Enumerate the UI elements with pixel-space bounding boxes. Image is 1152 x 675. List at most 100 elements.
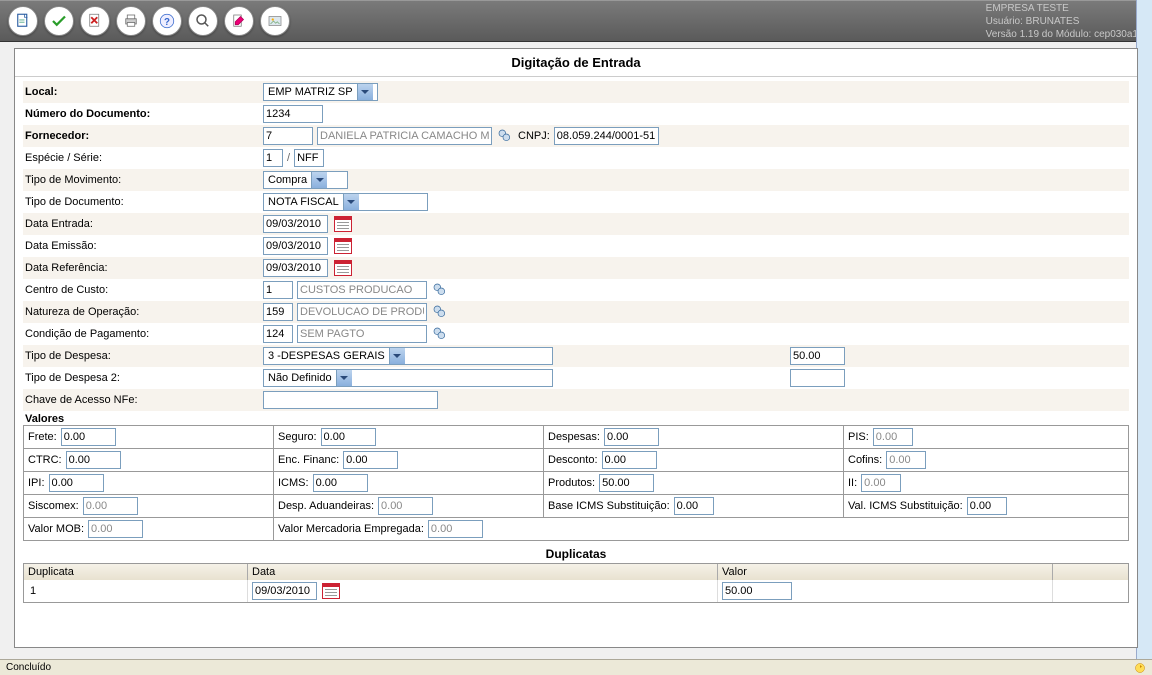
centro-custo-code-input[interactable] <box>263 281 293 299</box>
label-fornecedor: Fornecedor: <box>23 130 263 142</box>
tipo-desp-select[interactable]: 3 -DESPESAS GERAIS <box>263 347 553 365</box>
produtos-input[interactable] <box>599 474 654 492</box>
label-icms: ICMS: <box>278 477 309 489</box>
duplicatas-table: Duplicata Data Valor <box>23 563 1129 603</box>
despesas-input[interactable] <box>604 428 659 446</box>
enc-financ-input[interactable] <box>343 451 398 469</box>
label-cofins: Cofins: <box>848 454 882 466</box>
status-text: Concluído <box>6 662 51 673</box>
scrollbar-strip[interactable] <box>1136 0 1152 659</box>
natureza-search-icon[interactable] <box>431 303 449 321</box>
data-entrada-input[interactable] <box>263 215 328 233</box>
calendar-icon[interactable] <box>334 238 352 254</box>
tipo-mov-select[interactable]: Compra <box>263 171 348 189</box>
fornecedor-search-icon[interactable] <box>496 127 514 145</box>
icms-input[interactable] <box>313 474 368 492</box>
frete-input[interactable] <box>61 428 116 446</box>
ipi-input[interactable] <box>49 474 104 492</box>
label-data-entrada: Data Entrada: <box>23 218 263 230</box>
numero-doc-input[interactable] <box>263 105 323 123</box>
calendar-icon[interactable] <box>322 583 340 599</box>
cofins-input <box>886 451 926 469</box>
col-data: Data <box>248 564 718 580</box>
form-body: Local: EMP MATRIZ SP Número do Documento… <box>15 77 1137 611</box>
duplicata-row <box>24 580 1128 602</box>
data-ref-input[interactable] <box>263 259 328 277</box>
col-duplicata: Duplicata <box>24 564 248 580</box>
label-tipo-mov: Tipo de Movimento: <box>23 174 263 186</box>
statusbar: Concluído <box>0 659 1152 675</box>
help-button[interactable]: ? <box>152 6 182 36</box>
label-tipo-desp: Tipo de Despesa: <box>23 350 263 362</box>
col-spacer <box>1053 564 1128 580</box>
label-val-merc-emp: Valor Mercadoria Empregada: <box>278 523 424 535</box>
version-label: Versão 1.19 do Módulo: cep030a1 <box>986 28 1138 41</box>
edit-button[interactable] <box>224 6 254 36</box>
zone-icon <box>1134 662 1146 674</box>
dup-num-input[interactable] <box>28 582 228 600</box>
label-enc-financ: Enc. Financ: <box>278 454 339 466</box>
dup-data-input[interactable] <box>252 582 317 600</box>
fornecedor-name <box>317 127 492 145</box>
chevron-down-icon <box>311 172 327 188</box>
centro-custo-search-icon[interactable] <box>431 281 449 299</box>
label-pis: PIS: <box>848 431 869 443</box>
cond-pag-name <box>297 325 427 343</box>
new-doc-button[interactable] <box>8 6 38 36</box>
cond-pag-search-icon[interactable] <box>431 325 449 343</box>
svg-text:?: ? <box>164 17 170 28</box>
cond-pag-code-input[interactable] <box>263 325 293 343</box>
especie-input[interactable] <box>263 149 283 167</box>
tipo-desp2-val-input[interactable] <box>790 369 845 387</box>
label-base-icms-st: Base ICMS Substituição: <box>548 500 670 512</box>
dup-valor-input[interactable] <box>722 582 792 600</box>
section-valores: Valores <box>23 411 1129 425</box>
label-ipi: IPI: <box>28 477 45 489</box>
tipo-desp-value: 3 -DESPESAS GERAIS <box>264 350 389 362</box>
tipo-desp-val-input[interactable] <box>790 347 845 365</box>
ctrc-input[interactable] <box>66 451 121 469</box>
delete-doc-button[interactable] <box>80 6 110 36</box>
search-button[interactable] <box>188 6 218 36</box>
centro-custo-name <box>297 281 427 299</box>
seguro-input[interactable] <box>321 428 376 446</box>
label-siscomex: Siscomex: <box>28 500 79 512</box>
serie-input[interactable] <box>294 149 324 167</box>
fornecedor-code-input[interactable] <box>263 127 313 145</box>
desconto-input[interactable] <box>602 451 657 469</box>
label-ii: II: <box>848 477 857 489</box>
label-especie-serie: Espécie / Série: <box>23 152 263 164</box>
calendar-icon[interactable] <box>334 260 352 276</box>
val-icms-st-input[interactable] <box>967 497 1007 515</box>
data-emissao-input[interactable] <box>263 237 328 255</box>
cnpj-input[interactable] <box>554 127 659 145</box>
print-button[interactable] <box>116 6 146 36</box>
slash: / <box>287 152 290 164</box>
label-cnpj: CNPJ: <box>518 130 550 142</box>
natureza-name <box>297 303 427 321</box>
image-button[interactable] <box>260 6 290 36</box>
tipo-desp2-select[interactable]: Não Definido <box>263 369 553 387</box>
chave-nfe-input[interactable] <box>263 391 438 409</box>
confirm-button[interactable] <box>44 6 74 36</box>
label-seguro: Seguro: <box>278 431 317 443</box>
desp-adu-input <box>378 497 433 515</box>
local-select[interactable]: EMP MATRIZ SP <box>263 83 378 101</box>
tipo-doc-select[interactable]: NOTA FISCAL <box>263 193 428 211</box>
label-data-ref: Data Referência: <box>23 262 263 274</box>
base-icms-st-input[interactable] <box>674 497 714 515</box>
local-value: EMP MATRIZ SP <box>264 86 357 98</box>
label-tipo-desp2: Tipo de Despesa 2: <box>23 372 263 384</box>
toolbar: ? EMPRESA TESTE Usuário: BRUNATES Versão… <box>0 0 1152 42</box>
main-panel: Digitação de Entrada Local: EMP MATRIZ S… <box>14 48 1138 648</box>
natureza-code-input[interactable] <box>263 303 293 321</box>
header-info: EMPRESA TESTE Usuário: BRUNATES Versão 1… <box>986 2 1144 41</box>
user-label: Usuário: BRUNATES <box>986 15 1138 28</box>
pis-input <box>873 428 913 446</box>
calendar-icon[interactable] <box>334 216 352 232</box>
label-frete: Frete: <box>28 431 57 443</box>
tipo-mov-value: Compra <box>264 174 311 186</box>
label-desconto: Desconto: <box>548 454 598 466</box>
label-val-icms-st: Val. ICMS Substituição: <box>848 500 963 512</box>
label-desp-adu: Desp. Aduandeiras: <box>278 500 374 512</box>
